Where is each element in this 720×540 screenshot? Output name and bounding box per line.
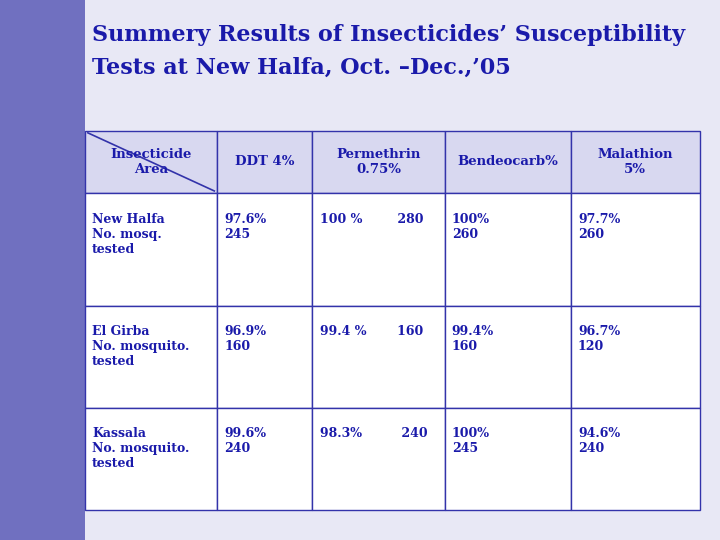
- Text: Permethrin
0.75%: Permethrin 0.75%: [336, 148, 420, 176]
- Text: Summery Results of Insecticides’ Susceptibility: Summery Results of Insecticides’ Suscept…: [92, 24, 685, 46]
- Text: 94.6%
240: 94.6% 240: [578, 427, 620, 455]
- Text: 96.7%
120: 96.7% 120: [578, 325, 620, 353]
- Text: 96.9%
160: 96.9% 160: [225, 325, 266, 353]
- Text: Kassala
No. mosquito.
tested: Kassala No. mosquito. tested: [92, 427, 189, 470]
- Text: 99.4 %       160: 99.4 % 160: [320, 325, 423, 338]
- Text: 97.6%
245: 97.6% 245: [225, 213, 266, 241]
- Text: 99.4%
160: 99.4% 160: [452, 325, 494, 353]
- Text: Insecticide
Area: Insecticide Area: [110, 148, 192, 176]
- Text: New Halfa
No. mosq.
tested: New Halfa No. mosq. tested: [92, 213, 165, 256]
- Text: Malathion
5%: Malathion 5%: [598, 148, 673, 176]
- Text: 98.3%         240: 98.3% 240: [320, 427, 427, 440]
- Text: 97.7%
260: 97.7% 260: [578, 213, 620, 241]
- Text: DDT 4%: DDT 4%: [235, 156, 294, 168]
- Text: 100 %        280: 100 % 280: [320, 213, 423, 226]
- Text: Bendeocarb%: Bendeocarb%: [457, 156, 558, 168]
- Text: 100%
245: 100% 245: [452, 427, 490, 455]
- Text: El Girba
No. mosquito.
tested: El Girba No. mosquito. tested: [92, 325, 189, 368]
- Text: 100%
260: 100% 260: [452, 213, 490, 241]
- Text: Tests at New Halfa, Oct. –Dec.,’05: Tests at New Halfa, Oct. –Dec.,’05: [92, 57, 511, 79]
- Text: 99.6%
240: 99.6% 240: [225, 427, 266, 455]
